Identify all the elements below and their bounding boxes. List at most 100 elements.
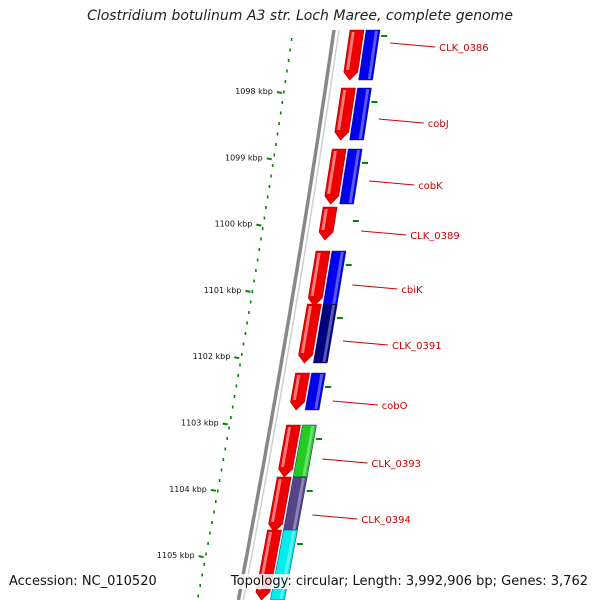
- gene-arrow-red: [318, 206, 338, 241]
- gene-block-highlight: [332, 252, 344, 305]
- gene-label: CLK_0389: [410, 231, 460, 242]
- gene-block-blue: [304, 372, 326, 411]
- backbone-ring: [236, 29, 340, 600]
- gene-arrow-highlight: [346, 32, 355, 70]
- scale-tick-mark: [222, 422, 228, 426]
- gc-tick: [273, 153, 276, 157]
- scale-tick-mark: [276, 91, 283, 94]
- gc-tick: [270, 174, 272, 178]
- scale-tick-mark: [256, 223, 262, 227]
- gene-block-dark_blue: [313, 303, 338, 364]
- gc-tick: [256, 258, 259, 262]
- gc-tick: [283, 90, 285, 94]
- gene-feature: cbiK: [307, 250, 423, 307]
- gc-tick: [249, 300, 252, 304]
- gene-block-highlight: [367, 31, 378, 79]
- gc-tick: [215, 500, 217, 503]
- gene-leader-line: [352, 284, 398, 290]
- gene-arrow-highlight: [327, 151, 337, 194]
- gene-block-highlight: [292, 478, 305, 531]
- gene-leader-line: [342, 340, 389, 346]
- scale-tick-label: 1099 kbp: [225, 153, 263, 162]
- gene-feature: cobO: [290, 372, 408, 412]
- accession-text: Accession: NC_010520: [9, 574, 157, 589]
- gene-leader-line: [369, 180, 415, 186]
- gc-tick: [281, 101, 284, 104]
- backbone-inner-line: [242, 29, 340, 600]
- scale-tick-label: 1102 kbp: [193, 352, 231, 361]
- scale-tick-mark: [210, 488, 217, 492]
- scale-tick-label: 1101 kbp: [204, 286, 242, 295]
- gc-tick: [278, 122, 280, 125]
- gene-label: CLK_0393: [371, 459, 421, 470]
- gc-tick: [255, 269, 257, 272]
- gc-tick: [246, 321, 248, 325]
- gc-tick: [201, 573, 203, 577]
- gene-feature: CLK_0389: [318, 206, 460, 242]
- gc-tick: [268, 185, 271, 188]
- gene-feature: cobJ: [334, 87, 449, 141]
- gene-block-blue: [358, 29, 381, 81]
- gene-arrow-highlight: [301, 306, 312, 353]
- gene-feature: cobK: [324, 148, 443, 205]
- gene-track: CLK_0386 cobJ cobK CLK_0389 cbiK CLK_0391 cobO…: [255, 29, 489, 600]
- scale-tick-label: 1104 kbp: [169, 485, 207, 494]
- gene-block-blue: [349, 87, 372, 141]
- gene-arrow-highlight: [321, 209, 328, 230]
- gc-tick: [258, 248, 261, 251]
- gene-block-highlight: [358, 89, 370, 139]
- gc-skew-ticks: [197, 38, 293, 598]
- gene-label: CLK_0391: [392, 341, 442, 352]
- gene-leader-line: [332, 400, 378, 406]
- gene-feature: [255, 529, 303, 600]
- gene-block-highlight: [348, 150, 360, 203]
- gene-label: cbiK: [401, 285, 423, 296]
- gc-tick: [263, 216, 266, 220]
- gc-tick: [244, 332, 247, 335]
- gc-tick: [235, 384, 238, 388]
- gc-tick: [279, 111, 282, 115]
- gene-block-highlight: [322, 305, 336, 362]
- scale-tick-label: 1105 kbp: [157, 551, 195, 560]
- gene-feature: CLK_0394: [268, 476, 411, 533]
- gc-tick: [213, 510, 215, 514]
- gene-leader-line: [390, 42, 436, 48]
- gene-leader-line: [361, 230, 407, 236]
- gene-arrow-highlight: [271, 479, 282, 522]
- gene-arrow-red: [290, 372, 310, 411]
- gene-leader-line: [312, 514, 358, 520]
- scale-ticks: 1098 kbp 1099 kbp 1100 kbp 1101 kbp 1102 kbp…: [157, 87, 283, 560]
- gc-tick: [265, 206, 267, 209]
- gc-tick: [271, 164, 274, 167]
- gc-tick: [222, 458, 225, 461]
- gene-label: cobJ: [428, 119, 449, 130]
- gc-tick: [241, 353, 243, 356]
- gc-tick: [284, 80, 287, 83]
- gene-label: CLK_0394: [361, 515, 411, 526]
- gene-label: cobK: [418, 181, 443, 192]
- gc-tick: [228, 426, 230, 430]
- gene-block-blue: [339, 148, 363, 205]
- gc-tick: [289, 48, 291, 52]
- gene-feature: CLK_0386: [343, 29, 489, 81]
- gene-arrow-highlight: [337, 90, 347, 130]
- gc-tick: [286, 69, 288, 73]
- gc-tick: [211, 521, 213, 524]
- scale-tick-mark: [198, 555, 204, 559]
- gene-block-highlight: [314, 374, 324, 409]
- gc-tick: [276, 132, 279, 136]
- gc-tick: [287, 59, 290, 62]
- gc-tick: [226, 437, 228, 440]
- scale-tick-label: 1100 kbp: [215, 220, 253, 229]
- gene-arrow-highlight: [310, 253, 321, 296]
- gene-feature: CLK_0391: [298, 303, 442, 364]
- gc-tick: [231, 405, 234, 409]
- gene-label: CLK_0386: [439, 43, 489, 54]
- gene-feature: CLK_0393: [278, 424, 421, 478]
- gc-tick: [239, 363, 241, 367]
- scale-tick-label: 1098 kbp: [235, 87, 273, 96]
- gc-tick: [261, 227, 264, 230]
- gene-arrow-highlight: [292, 375, 301, 400]
- gc-tick: [242, 342, 245, 346]
